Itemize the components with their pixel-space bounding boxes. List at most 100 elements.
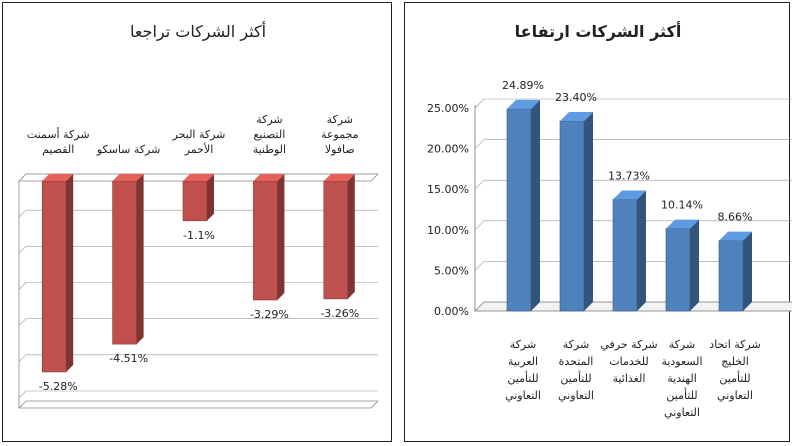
bar-top [613, 190, 646, 200]
data-label: 8.66% [718, 211, 753, 224]
bar-front [665, 228, 691, 312]
bar-side [743, 231, 752, 311]
bar-front [323, 180, 349, 300]
category-label: المتحدة [559, 355, 594, 368]
category-label: شركة حرفي [600, 338, 657, 351]
category-label: شركة [669, 338, 695, 351]
bar [41, 174, 74, 373]
bar-top [507, 99, 540, 109]
category-label: شركة [327, 113, 353, 126]
y-tick-label: 20.00% [427, 143, 469, 156]
category-label: للخدمات [609, 355, 648, 368]
gridline-depth [18, 390, 27, 399]
chart-title: أكثر الشركات تراجعا [130, 21, 266, 42]
bar-side [277, 174, 285, 300]
category-label: شركة [256, 113, 282, 126]
category-label: الوطنية [253, 143, 286, 156]
bar-front [112, 180, 137, 345]
plot-bottom-wall [18, 400, 379, 409]
data-label: 10.14% [661, 199, 703, 212]
category-label: للتأمين [507, 370, 538, 385]
data-label: -3.26% [320, 307, 359, 320]
bar-top [183, 174, 214, 181]
category-label: التعاوني [664, 406, 700, 419]
bar [665, 219, 699, 312]
gainers-chart-panel: أكثر الشركات ارتفاعا 0.00% 5.00% 10.00% 15.… [404, 2, 792, 442]
gridline-depth [474, 301, 485, 312]
bar-top [666, 219, 699, 229]
bar-side [584, 111, 593, 311]
gridline-depth [18, 318, 27, 326]
category-label: التعاوني [505, 389, 541, 402]
bar-front [182, 180, 208, 222]
y-tick-label: 0.00% [434, 305, 469, 318]
gridline-depth [18, 209, 27, 218]
data-label: 24.89% [502, 79, 544, 92]
bar [323, 174, 355, 300]
category-label: الغذائية [613, 372, 646, 385]
bar-side [347, 174, 355, 299]
category-label: شركة اتحاد [709, 338, 760, 351]
bar-top [112, 174, 144, 181]
bar-side [207, 174, 214, 221]
category-label: للتأمين [719, 370, 750, 385]
bar-side [690, 219, 699, 311]
data-label: -4.51% [109, 352, 148, 365]
gridline-depth [18, 173, 27, 182]
bar-side [66, 174, 74, 372]
category-label: شركة ساسكو [96, 143, 160, 156]
category-label: التصنيع [254, 128, 286, 141]
bar-top [323, 174, 355, 181]
category-label: التعاوني [717, 389, 753, 402]
data-label: -5.28% [39, 380, 78, 393]
category-label: الخليج [721, 355, 749, 368]
y-tick-label: 25.00% [427, 102, 469, 115]
bar-front [612, 199, 638, 312]
gridline-depth [474, 261, 485, 271]
category-label: صافولا [325, 143, 355, 156]
gridline-depth [18, 282, 27, 290]
category-label: شركة [563, 338, 589, 351]
bar [506, 99, 540, 312]
data-label: -3.29% [250, 308, 289, 321]
y-tick-label: 10.00% [427, 224, 469, 237]
bar [112, 174, 144, 345]
gainers-chart: أكثر الشركات ارتفاعا 0.00% 5.00% 10.00% 15.… [427, 21, 792, 419]
bar-front [41, 180, 67, 373]
bar-front [506, 108, 532, 312]
bar-top [719, 231, 752, 241]
losers-chart: أكثر الشركات تراجعا -5.28% شركة أسمنت القص… [18, 21, 379, 409]
y-tick-label: 5.00% [434, 264, 469, 277]
category-label: شركة البحر [172, 128, 226, 141]
gridline-depth [18, 354, 27, 363]
bar [253, 174, 285, 301]
category-label: مجموعة [321, 128, 359, 141]
bar-front [718, 240, 744, 312]
bar-top [42, 174, 74, 181]
category-label: التعاوني [558, 389, 594, 402]
y-tick-label: 15.00% [427, 183, 469, 196]
data-label: 13.73% [608, 170, 650, 183]
bar-side [531, 99, 540, 311]
bar-front [559, 120, 585, 312]
category-label: العربية [508, 355, 538, 368]
category-label: شركة أسمنت [27, 127, 90, 141]
gridline-depth [474, 179, 485, 190]
category-label: الهندية [667, 372, 697, 385]
bar [612, 190, 646, 312]
category-label: القصيم [42, 143, 74, 156]
bar [718, 231, 752, 312]
gridline-depth [18, 246, 27, 254]
data-label: 23.40% [555, 91, 597, 104]
category-label: السعودية [661, 355, 702, 368]
losers-chart-panel: أكثر الشركات تراجعا -5.28% شركة أسمنت القص… [2, 2, 392, 442]
category-label: للتأمين [666, 387, 697, 402]
bar [559, 111, 593, 312]
category-label: شركة [510, 338, 536, 351]
data-label: -1.1% [183, 229, 215, 242]
bar-top [253, 174, 285, 181]
chart-title: أكثر الشركات ارتفاعا [515, 21, 682, 41]
gridline-depth [474, 220, 485, 231]
bar-side [637, 190, 646, 311]
gridline-depth [474, 139, 485, 149]
